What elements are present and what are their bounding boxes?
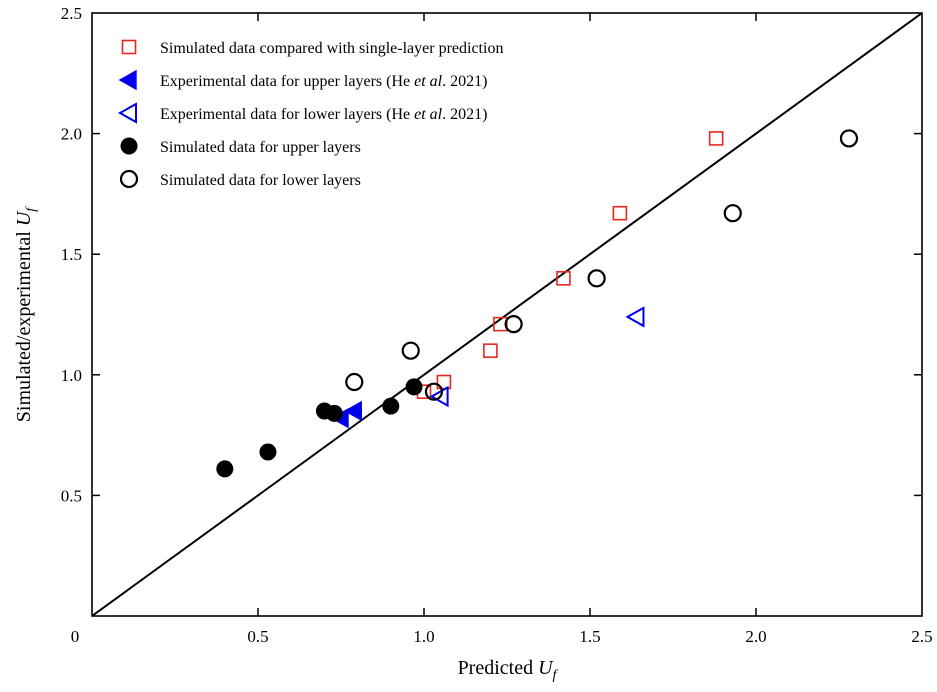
data-point-series-4: [325, 404, 343, 422]
x-tick-label: 2.5: [911, 627, 932, 646]
legend: Simulated data compared with single-laye…: [117, 39, 503, 189]
data-point-series-3: [625, 306, 645, 328]
x-tick-label: 2.0: [745, 627, 766, 646]
y-axis-title-subscript: f: [24, 206, 39, 212]
data-point-series-5: [345, 372, 364, 392]
ticks: [92, 13, 922, 616]
legend-marker-5: [119, 169, 139, 189]
data-point-series-5: [504, 315, 523, 334]
legend-label-part: Experimental data for upper layers (He: [160, 73, 414, 90]
data-point-series-3: [429, 385, 449, 408]
x-axis-title: Predicted Uf: [458, 657, 559, 683]
y-axis-title-main: Simulated/experimental: [13, 226, 35, 422]
data-point-series-4: [259, 443, 277, 461]
x-tick-label: 1.5: [579, 627, 600, 646]
data-point-series-5: [424, 382, 444, 401]
x-tick-label: 0.5: [247, 627, 268, 646]
tick-labels: 0 0.5 1.0 1.5 2.0 2.5 0.5 1.0 1.5 2.0 2.5: [61, 4, 933, 646]
legend-label-part: . 2021): [442, 106, 487, 123]
legend-marker-2: [118, 69, 137, 91]
legend-marker-1: [121, 39, 137, 55]
legend-label-2: Experimental data for upper layers (He e…: [160, 73, 487, 90]
x-axis-title-subscript: f: [553, 668, 559, 683]
legend-label-1: Simulated data compared with single-laye…: [160, 40, 503, 57]
y-tick-label: 2.0: [61, 125, 82, 144]
legend-label-part: Experimental data for lower layers (He: [160, 106, 414, 123]
y-tick-label: 2.5: [61, 4, 82, 23]
legend-label-part: . 2021): [442, 73, 487, 90]
reference-line: [92, 13, 922, 616]
data-point-series-4: [216, 460, 234, 478]
x-axis-title-main: Predicted: [458, 657, 539, 679]
legend-label-italic: et al: [414, 106, 443, 123]
y-tick-label: 1.5: [61, 245, 82, 264]
data-markers: [216, 129, 859, 478]
x-axis-title-symbol: U: [538, 657, 554, 679]
data-point-series-1: [493, 316, 508, 332]
legend-label-italic: et al: [414, 73, 443, 90]
y-axis-title: Simulated/experimental Uf: [13, 206, 39, 423]
legend-label-5: Simulated data for lower layers: [160, 172, 361, 189]
x-tick-label: 0: [71, 627, 80, 646]
data-point-series-1: [483, 343, 498, 358]
legend-label-3: Experimental data for lower layers (He e…: [160, 106, 487, 123]
y-tick-label: 0.5: [61, 486, 82, 505]
y-tick-label: 1.0: [61, 366, 82, 385]
y-axis-title-symbol: U: [13, 210, 35, 226]
data-point-series-4: [405, 378, 423, 396]
x-tick-label: 1.0: [413, 627, 434, 646]
data-point-series-5: [839, 129, 859, 148]
data-point-series-5: [723, 204, 742, 223]
plot-frame: [91, 12, 923, 617]
data-point-series-2: [343, 400, 362, 422]
data-point-series-4: [382, 397, 400, 415]
data-point-series-1: [708, 131, 724, 146]
data-point-series-1: [612, 205, 628, 221]
data-point-series-1: [556, 271, 571, 286]
legend-marker-3: [117, 102, 137, 124]
data-point-series-5: [587, 269, 606, 288]
legend-label-4: Simulated data for upper layers: [160, 139, 361, 156]
data-point-series-5: [401, 341, 420, 360]
legend-marker-4: [120, 137, 138, 155]
